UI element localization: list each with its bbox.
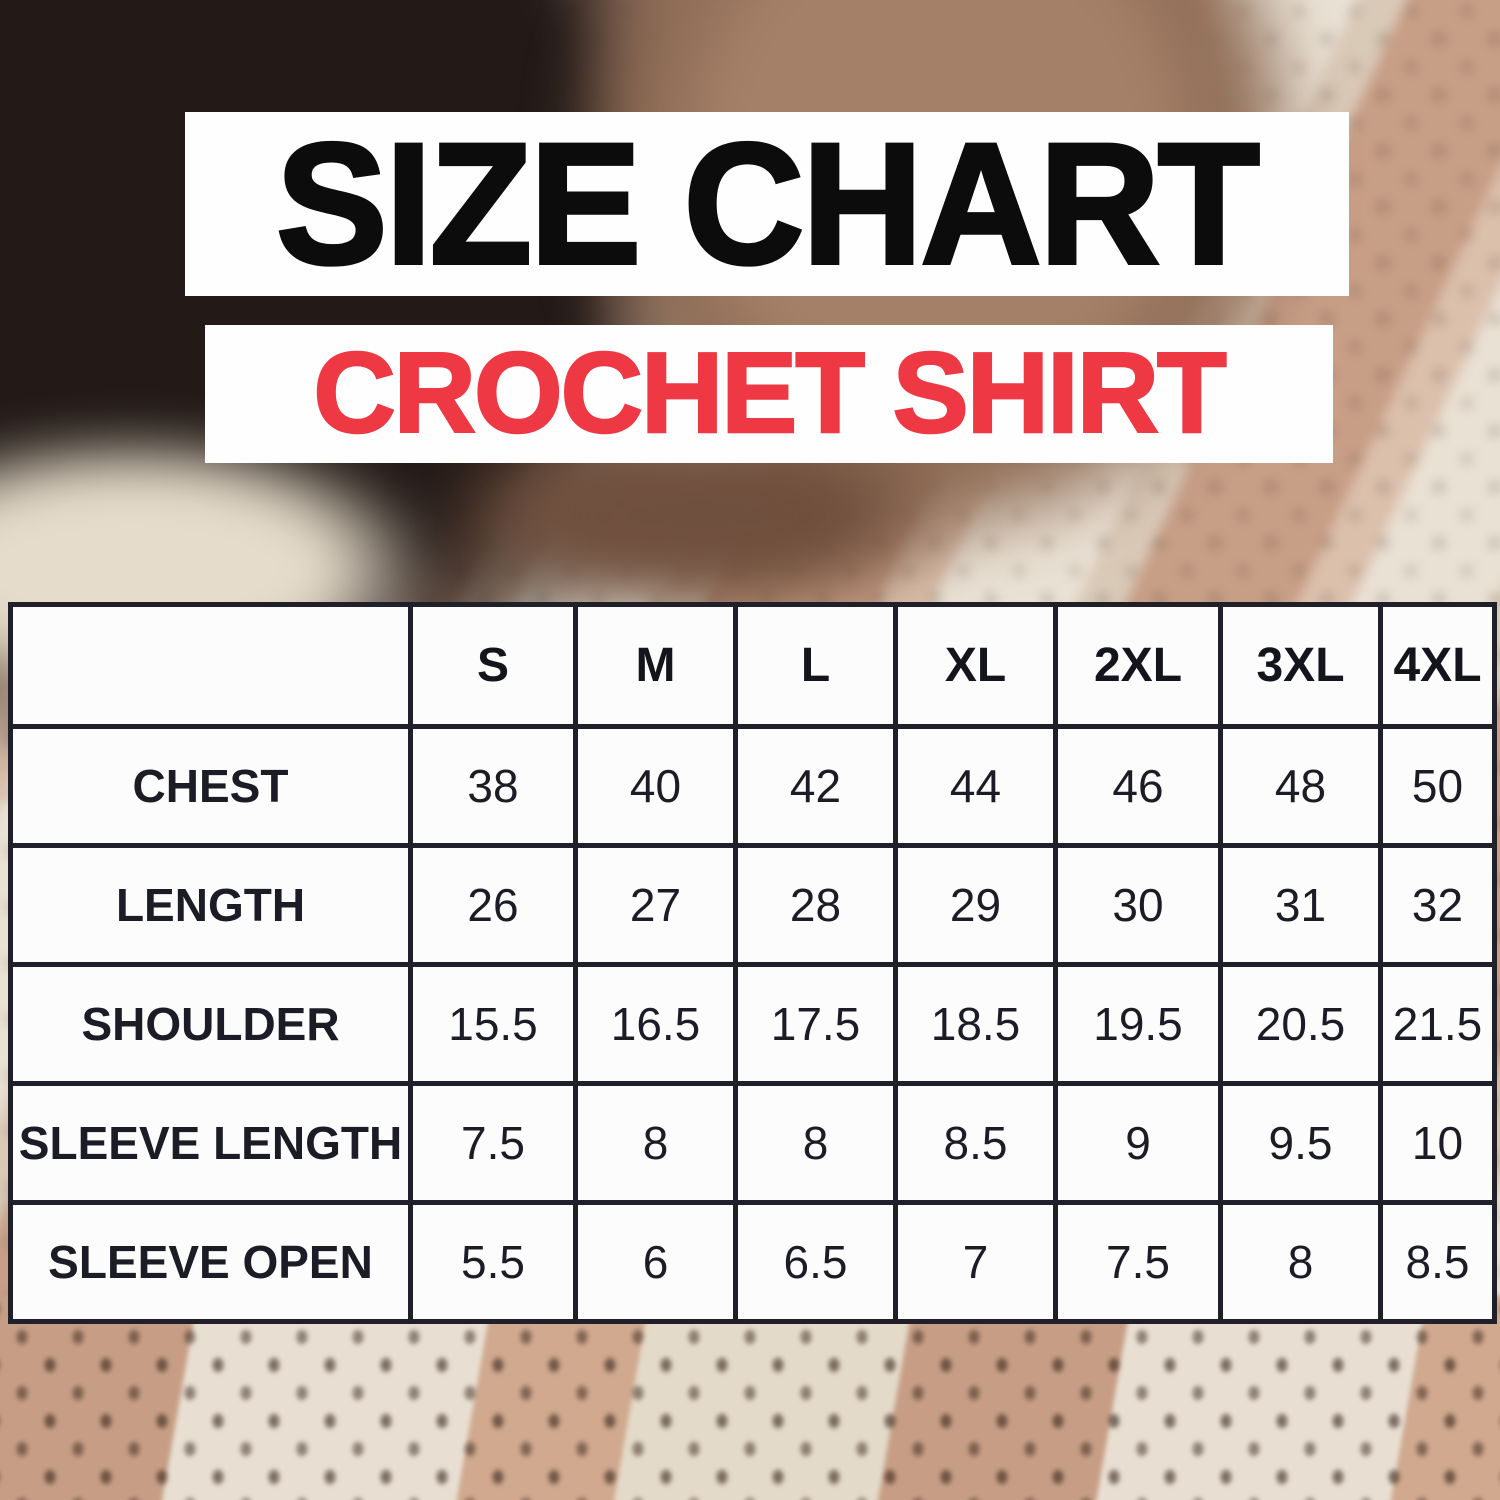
size-value-xl: 7 xyxy=(893,1200,1058,1324)
measurement-row-label: LENGTH xyxy=(8,843,413,967)
size-value-2xl: 7.5 xyxy=(1053,1200,1223,1324)
size-value-m: 6 xyxy=(573,1200,738,1324)
page-title: SIZE CHART xyxy=(274,108,1261,300)
size-table: S M L XL 2XL 3XL 4XL CHEST 38 40 42 44 46 48 50 LENGTH… xyxy=(8,602,1497,1324)
subtitle-banner: CROCHET SHIRT xyxy=(205,325,1333,463)
size-value-m: 16.5 xyxy=(573,962,738,1086)
table-row-shoulder: SHOULDER 15.5 16.5 17.5 18.5 19.5 20.5 21.5 xyxy=(8,962,1497,1086)
size-value-l: 28 xyxy=(733,843,898,967)
size-value-s: 5.5 xyxy=(408,1200,578,1324)
size-value-l: 42 xyxy=(733,724,898,848)
size-value-s: 26 xyxy=(408,843,578,967)
size-value-3xl: 48 xyxy=(1218,724,1383,848)
size-column-header-l: L xyxy=(733,602,898,729)
table-row-chest: CHEST 38 40 42 44 46 48 50 xyxy=(8,724,1497,848)
size-column-header-m: M xyxy=(573,602,738,729)
size-value-4xl: 50 xyxy=(1378,724,1497,848)
measurement-row-label: SLEEVE OPEN xyxy=(8,1200,413,1324)
measurement-row-label: CHEST xyxy=(8,724,413,848)
size-value-s: 15.5 xyxy=(408,962,578,1086)
size-value-l: 17.5 xyxy=(733,962,898,1086)
size-value-l: 8 xyxy=(733,1081,898,1205)
measurement-row-label: SLEEVE LENGTH xyxy=(8,1081,413,1205)
size-value-3xl: 8 xyxy=(1218,1200,1383,1324)
size-value-xl: 44 xyxy=(893,724,1058,848)
size-value-4xl: 8.5 xyxy=(1378,1200,1497,1324)
size-column-header-3xl: 3XL xyxy=(1218,602,1383,729)
size-column-header-2xl: 2XL xyxy=(1053,602,1223,729)
size-value-xl: 18.5 xyxy=(893,962,1058,1086)
size-value-m: 8 xyxy=(573,1081,738,1205)
table-row-sleeve-length: SLEEVE LENGTH 7.5 8 8 8.5 9 9.5 10 xyxy=(8,1081,1497,1205)
size-value-s: 38 xyxy=(408,724,578,848)
size-value-m: 27 xyxy=(573,843,738,967)
product-subtitle: CROCHET SHIRT xyxy=(312,330,1228,457)
size-value-m: 40 xyxy=(573,724,738,848)
size-value-s: 7.5 xyxy=(408,1081,578,1205)
title-banner: SIZE CHART xyxy=(185,112,1349,296)
size-value-2xl: 30 xyxy=(1053,843,1223,967)
size-header-row: S M L XL 2XL 3XL 4XL xyxy=(8,602,1497,729)
size-value-3xl: 9.5 xyxy=(1218,1081,1383,1205)
size-value-2xl: 9 xyxy=(1053,1081,1223,1205)
corner-cell xyxy=(8,602,413,729)
table-row-sleeve-open: SLEEVE OPEN 5.5 6 6.5 7 7.5 8 8.5 xyxy=(8,1200,1497,1324)
measurement-row-label: SHOULDER xyxy=(8,962,413,1086)
size-column-header-xl: XL xyxy=(893,602,1058,729)
size-value-4xl: 21.5 xyxy=(1378,962,1497,1086)
size-column-header-s: S xyxy=(408,602,578,729)
table-row-length: LENGTH 26 27 28 29 30 31 32 xyxy=(8,843,1497,967)
size-value-2xl: 19.5 xyxy=(1053,962,1223,1086)
size-value-l: 6.5 xyxy=(733,1200,898,1324)
size-value-xl: 29 xyxy=(893,843,1058,967)
size-value-4xl: 32 xyxy=(1378,843,1497,967)
size-value-4xl: 10 xyxy=(1378,1081,1497,1205)
size-value-xl: 8.5 xyxy=(893,1081,1058,1205)
size-column-header-4xl: 4XL xyxy=(1378,602,1497,729)
size-table-container: S M L XL 2XL 3XL 4XL CHEST 38 40 42 44 46 48 50 LENGTH… xyxy=(8,602,1497,1324)
size-value-2xl: 46 xyxy=(1053,724,1223,848)
size-value-3xl: 31 xyxy=(1218,843,1383,967)
crochet-fabric-bottom xyxy=(0,1295,1500,1500)
size-value-3xl: 20.5 xyxy=(1218,962,1383,1086)
